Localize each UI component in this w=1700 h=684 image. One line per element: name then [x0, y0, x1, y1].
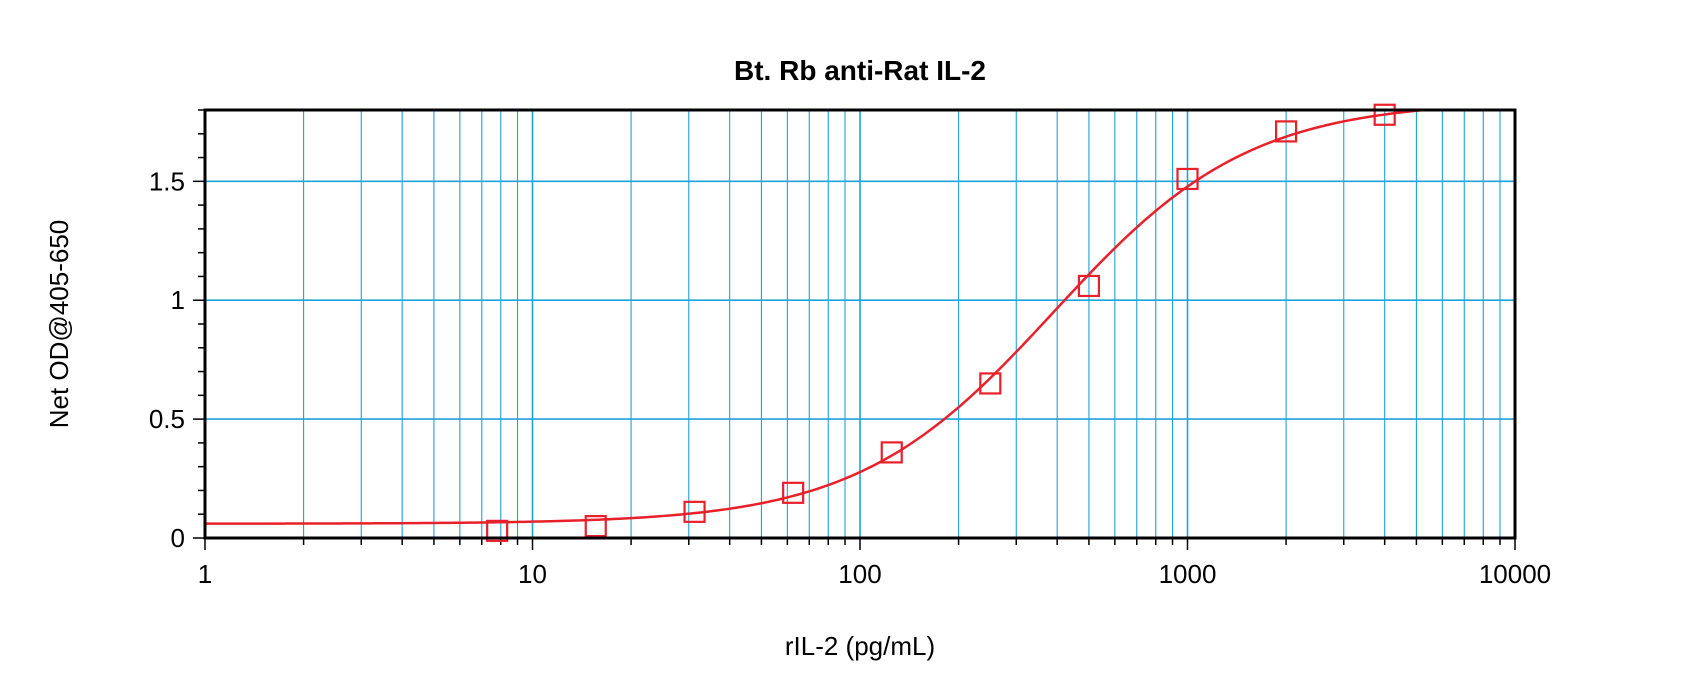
x-tick-label: 1000: [1159, 559, 1217, 589]
x-tick-label: 10: [518, 559, 547, 589]
grid-lines: [205, 110, 1515, 538]
data-point: [782, 481, 805, 504]
tick-labels: 1 10 100 1000 10000 0 0.5 1 1.5: [149, 166, 1551, 589]
axes: [193, 109, 1516, 550]
chart-title: Bt. Rb anti-Rat IL-2: [734, 55, 986, 86]
x-axis-label: rIL-2 (pg/mL): [785, 631, 935, 661]
x-tick-label: 10000: [1479, 559, 1551, 589]
y-tick-label: 0: [171, 523, 185, 553]
fit-curve-layer: [205, 108, 1428, 525]
y-axis-label: Net OD@405-650: [44, 220, 74, 429]
fit-curve: [205, 108, 1428, 525]
data-point: [1373, 103, 1396, 126]
data-point: [683, 500, 706, 523]
y-tick-label: 1.5: [149, 166, 185, 196]
plot-frame: [203, 108, 1517, 540]
x-tick-label: 100: [838, 559, 881, 589]
data-point: [880, 441, 903, 464]
data-point: [1274, 120, 1298, 143]
y-tick-label: 0.5: [149, 404, 185, 434]
data-points: [486, 103, 1396, 542]
data-point: [1176, 167, 1199, 191]
x-tick-label: 1: [198, 559, 212, 589]
y-tick-label: 1: [171, 285, 185, 315]
data-point: [486, 519, 509, 542]
data-point: [979, 372, 1002, 395]
data-point: [1077, 274, 1101, 298]
data-point: [584, 515, 607, 538]
